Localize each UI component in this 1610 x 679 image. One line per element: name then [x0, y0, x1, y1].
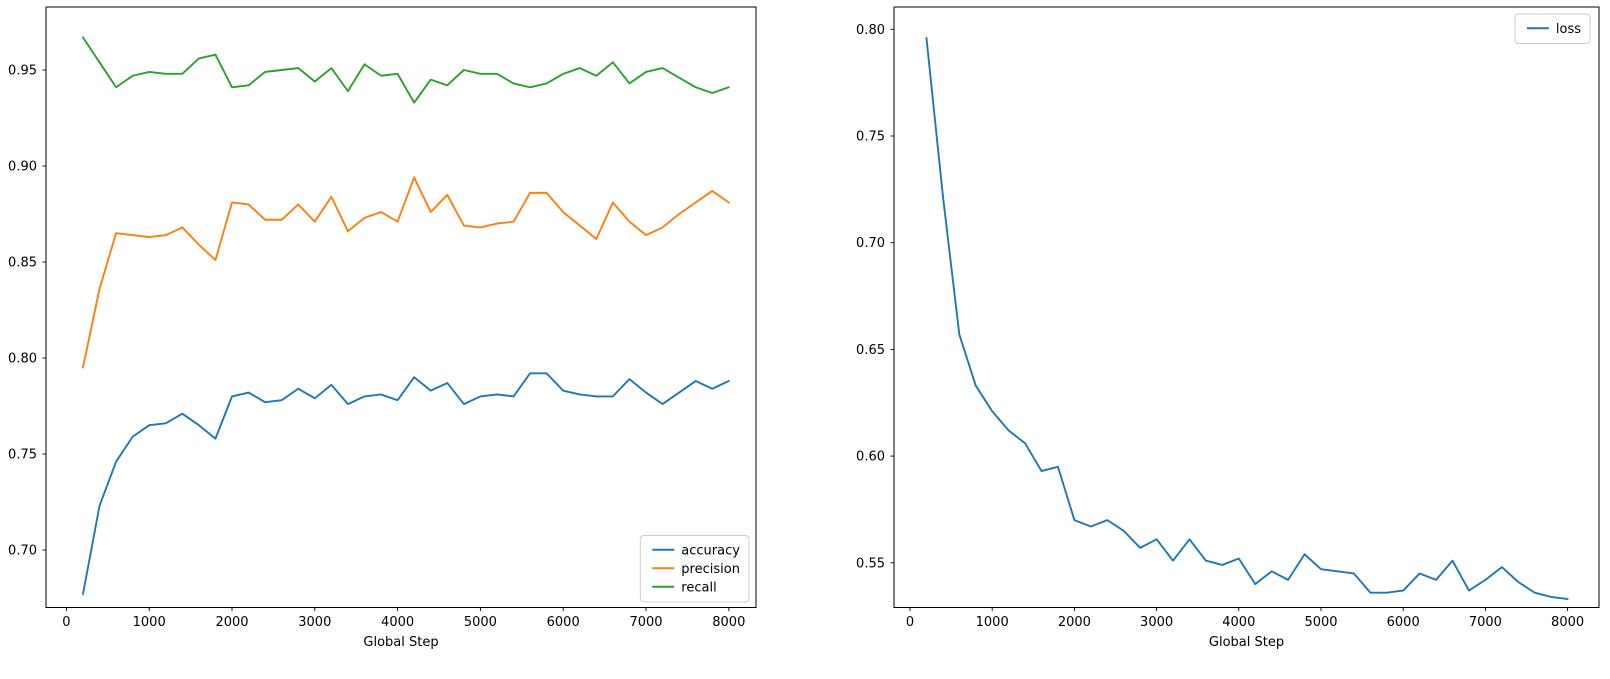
x-tick-label: 0	[62, 615, 70, 630]
x-tick-label: 6000	[1387, 615, 1420, 630]
y-tick-label: 0.75	[8, 448, 37, 463]
line-precision	[82, 176, 730, 369]
x-tick-label: 8000	[1551, 615, 1584, 630]
axes-frame	[893, 6, 1600, 608]
legend-entry-accuracy: accuracy	[652, 543, 740, 558]
x-tick-label: 4000	[1222, 615, 1255, 630]
line-accuracy	[82, 372, 730, 596]
right-plot: 0 1000 2000 3000 4000 5000 6000 7000 8000 0.55 0.6…	[856, 6, 1600, 650]
x-tick-label: 3000	[298, 615, 331, 630]
x-tick-label: 5000	[1304, 615, 1337, 630]
x-axis-label: Global Step	[1209, 635, 1284, 650]
legend-entry-loss: loss	[1526, 22, 1581, 37]
x-tick-label: 2000	[1058, 615, 1091, 630]
x-tick-label: 1000	[133, 615, 166, 630]
y-tick-label: 0.70	[8, 544, 37, 559]
y-tick-label: 0.70	[856, 236, 885, 251]
legend-label-loss: loss	[1556, 22, 1581, 37]
x-tick-label: 8000	[712, 615, 745, 630]
legend-entry-recall: recall	[652, 580, 717, 595]
legend-frame	[639, 535, 750, 603]
x-tick-label: 6000	[547, 615, 580, 630]
y-tick-label: 0.55	[856, 556, 885, 571]
y-tick-label: 0.60	[856, 450, 885, 465]
x-axis-label: Global Step	[363, 635, 438, 650]
x-tick-label: 5000	[464, 615, 497, 630]
legend-label-recall: recall	[681, 580, 716, 595]
y-tick-label: 0.80	[856, 23, 885, 38]
x-tick-label: 2000	[215, 615, 248, 630]
line-loss	[925, 36, 1569, 601]
axes-frame	[45, 6, 757, 608]
legend-label-accuracy: accuracy	[681, 543, 740, 558]
x-tick-label: 3000	[1140, 615, 1173, 630]
line-recall	[82, 36, 730, 104]
left-plot: 0 1000 2000 3000 4000 5000 6000 7000 8000 0.70 0.7…	[8, 6, 757, 650]
y-tick-label: 0.75	[856, 130, 885, 145]
y-tick-label: 0.90	[8, 160, 37, 175]
legend: loss	[1514, 13, 1591, 44]
x-tick-label: 0	[906, 615, 914, 630]
y-tick-label: 0.80	[8, 352, 37, 367]
legend-label-precision: precision	[681, 562, 740, 577]
x-tick-label: 7000	[1469, 615, 1502, 630]
y-tick-label: 0.95	[8, 64, 37, 79]
x-tick-label: 4000	[381, 615, 414, 630]
x-tick-label: 7000	[629, 615, 662, 630]
y-tick-label: 0.85	[8, 256, 37, 271]
legend: accuracy precision recall	[639, 535, 750, 603]
x-tick-label: 1000	[976, 615, 1009, 630]
y-tick-label: 0.65	[856, 343, 885, 358]
legend-entry-precision: precision	[652, 562, 740, 577]
legend-frame	[1514, 13, 1591, 44]
